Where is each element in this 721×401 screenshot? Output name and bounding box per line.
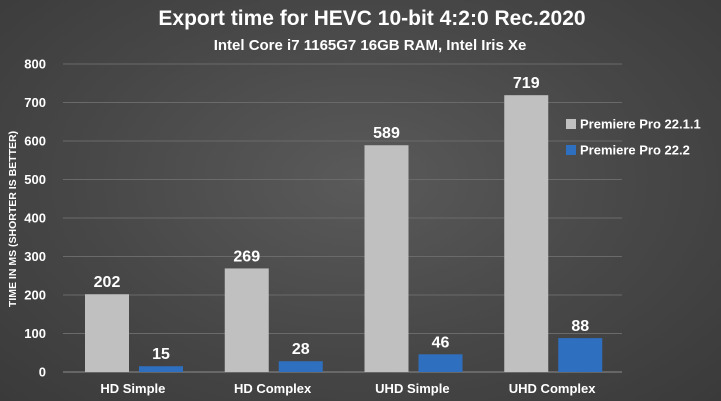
bar-premiere-22-1-1	[504, 95, 549, 372]
bar-premiere-22-1-1	[224, 268, 269, 372]
y-tick-label: 100	[24, 326, 46, 341]
data-label: 202	[94, 274, 121, 291]
y-tick-label: 300	[24, 249, 46, 264]
x-category-label: HD Simple	[100, 381, 165, 396]
legend-swatch	[566, 119, 576, 129]
y-tick-label: 400	[24, 211, 46, 226]
bars	[85, 95, 603, 372]
x-category-label: UHD Simple	[375, 381, 449, 396]
data-label: 719	[513, 75, 540, 92]
y-tick-label: 0	[39, 365, 46, 380]
y-axis-ticks: 0 100 200 300 400 500 600 700 800	[24, 57, 46, 380]
data-label: 15	[152, 346, 170, 363]
data-label: 269	[233, 248, 260, 265]
bar-premiere-22-1-1	[85, 294, 129, 372]
x-category-label: UHD Complex	[509, 381, 596, 396]
data-label: 589	[373, 125, 400, 142]
y-tick-label: 800	[24, 57, 46, 72]
legend-label: Premiere Pro 22.1.1	[580, 117, 701, 132]
y-tick-label: 600	[24, 134, 46, 149]
legend: Premiere Pro 22.1.1 Premiere Pro 22.2	[566, 117, 701, 158]
y-tick-label: 500	[24, 172, 46, 187]
legend-label: Premiere Pro 22.2	[580, 143, 690, 158]
bar-premiere-22-2	[278, 361, 323, 372]
data-label: 28	[292, 341, 310, 358]
bar-premiere-22-2	[418, 354, 463, 372]
y-axis-title: TIME IN MS (SHORTER IS BETTER)	[7, 131, 19, 307]
y-tick-label: 700	[24, 95, 46, 110]
bar-premiere-22-2	[139, 366, 183, 372]
gridlines	[63, 63, 622, 373]
y-tick-label: 200	[24, 288, 46, 303]
bar-premiere-22-2	[558, 338, 603, 372]
data-label: 46	[432, 334, 450, 351]
x-category-label: HD Complex	[234, 381, 312, 396]
chart-title: Export time for HEVC 10-bit 4:2:0 Rec.20…	[158, 7, 585, 30]
bar-premiere-22-1-1	[364, 145, 409, 372]
data-label: 88	[571, 318, 589, 335]
x-axis-categories: HD Simple HD Complex UHD Simple UHD Complex	[100, 381, 596, 396]
legend-swatch	[566, 145, 576, 155]
chart-subtitle: Intel Core i7 1165G7 16GB RAM, Intel Iri…	[214, 37, 527, 54]
data-labels: 202 15 269 28 589 46 719 88	[94, 75, 590, 363]
